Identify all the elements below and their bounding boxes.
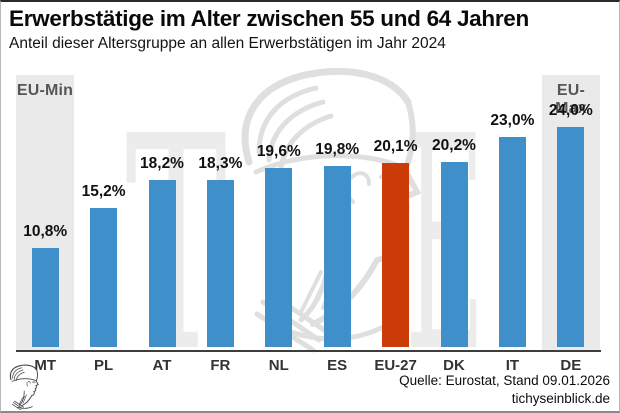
bar-NL <box>265 167 293 347</box>
category-label-DE: DE <box>560 357 582 374</box>
bar-value-label-PL: 15,2% <box>81 182 126 200</box>
category-label-MT: MT <box>34 357 57 374</box>
bar-MT <box>31 248 59 347</box>
eu-min-label: EU-Min <box>16 82 74 99</box>
category-label-DK: DK <box>443 357 465 374</box>
bar-EU-27 <box>382 163 410 347</box>
footer: Quelle: Eurostat, Stand 09.01.2026 tichy… <box>399 372 610 408</box>
site-link[interactable]: tichyseinblick.de <box>511 391 610 407</box>
bar-AT <box>148 180 176 347</box>
eu-max-label: EU-Max <box>555 82 587 117</box>
category-label-PL: PL <box>94 357 114 374</box>
bar-value-label-AT: 18,2% <box>140 155 184 173</box>
bar-value-label-DE: 24,0% <box>548 102 593 120</box>
bar-DK <box>440 162 468 347</box>
category-label-EU-27: EU-27 <box>374 357 417 374</box>
category-label-NL: NL <box>268 357 289 374</box>
bar-value-label-FR: 18,3% <box>198 154 243 172</box>
category-label-ES: ES <box>327 357 348 374</box>
bar-DE <box>557 127 585 347</box>
category-label-FR: FR <box>210 357 231 374</box>
page-subtitle: Anteil dieser Altersgruppe an allen Erwe… <box>9 35 446 52</box>
bar-value-label-MT: 10,8% <box>23 223 68 241</box>
bar-ES <box>323 165 351 347</box>
bar-IT <box>498 136 526 347</box>
source-text: Quelle: Eurostat, Stand 09.01.2026 <box>399 373 610 389</box>
bar-PL <box>90 207 118 347</box>
category-label-AT: AT <box>152 357 172 374</box>
category-label-IT: IT <box>505 357 520 374</box>
page-title: Erwerbstätige im Alter zwischen 55 und 6… <box>9 6 529 31</box>
x-axis-line <box>16 350 601 352</box>
bar-value-label-DK: 20,2% <box>432 137 476 155</box>
footer-hermes-head-icon <box>9 364 39 410</box>
bar-value-label-IT: 23,0% <box>490 111 535 129</box>
bar-FR <box>206 179 234 347</box>
